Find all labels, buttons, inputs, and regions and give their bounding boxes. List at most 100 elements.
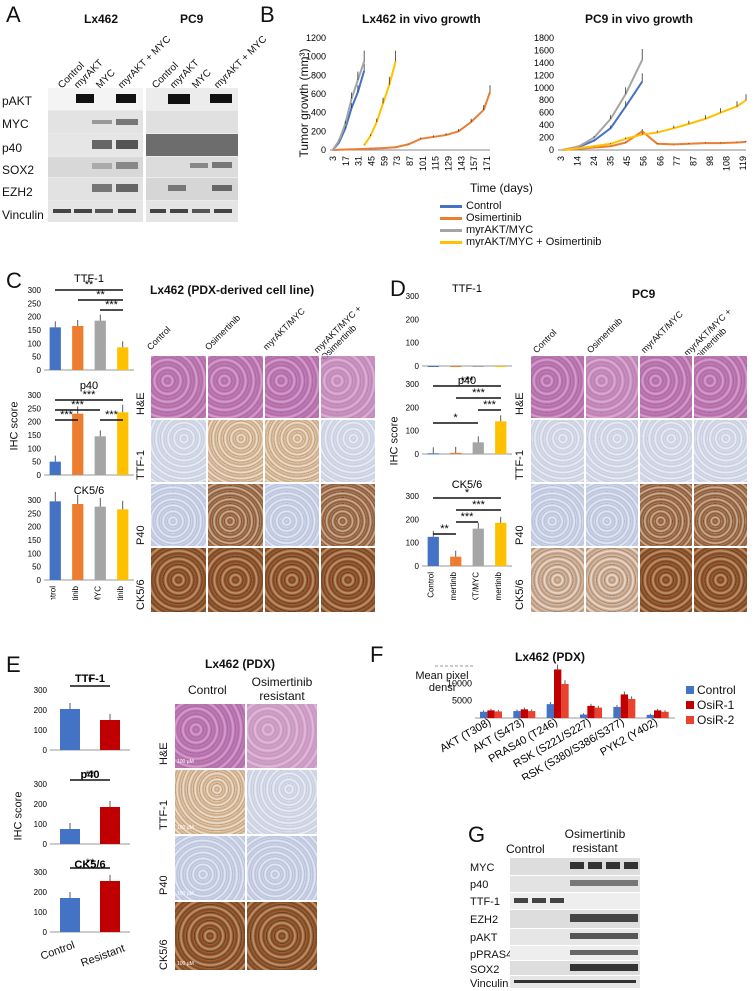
- bar: [472, 366, 484, 367]
- x-tick-label: 87: [405, 156, 415, 166]
- series-line: [363, 61, 397, 146]
- bar: [594, 707, 602, 718]
- ihc-image: [150, 355, 207, 419]
- y-tick-label: 300: [406, 380, 420, 389]
- bar: [94, 436, 106, 475]
- scale-bar-label: 100 µM: [177, 825, 194, 831]
- panel-e-ihc-grid: 100 µM 100 µM 100 µM 100 µM: [174, 703, 318, 971]
- y-tick-label: 400: [311, 108, 326, 118]
- panel-d-title: PC9: [632, 287, 656, 301]
- x-tick-label: 3: [328, 156, 338, 161]
- x-tick-label: 3: [556, 156, 566, 161]
- y-tick-label: 0: [37, 366, 42, 375]
- y-tick-label: 50: [32, 458, 41, 467]
- x-tick-label: 45: [622, 156, 632, 166]
- y-tick-label: 200: [34, 800, 48, 809]
- chart-d-ihc: TTF-1 0 100 200 300 p40 0 100 200 300 CK5/6 0 100 200…: [406, 283, 512, 600]
- x-tick-label: 108: [721, 156, 731, 171]
- row-label: P40: [158, 875, 170, 895]
- x-tick-label: 59: [379, 156, 389, 166]
- x-tick-label: 17: [341, 156, 351, 166]
- ihc-image: [639, 419, 693, 483]
- significance-label: **: [86, 857, 95, 869]
- protein-label: TTF-1: [470, 896, 500, 908]
- col-label: Osimertinib: [202, 312, 243, 352]
- x-tick-label: 35: [606, 156, 616, 166]
- protein-label: SOX2: [2, 163, 35, 177]
- chart-b-right-title: PC9 in vivo growth: [585, 12, 694, 26]
- protein-label: pAKT: [470, 932, 498, 944]
- significance-label: ***: [472, 499, 486, 511]
- row-label: H&E: [158, 742, 170, 765]
- y-tick-label: 0: [321, 145, 326, 155]
- y-tick-label: 1800: [534, 33, 554, 43]
- x-tick-label: 66: [655, 156, 665, 166]
- y-tick-label: 0: [37, 471, 42, 480]
- protein-label: pAKT: [2, 94, 33, 108]
- y-tick-label: 1200: [534, 70, 554, 80]
- bar: [661, 711, 669, 718]
- y-tick-label: 50: [32, 563, 41, 572]
- x-tick-label: 129: [444, 156, 454, 171]
- panel-f-title: Lx462 (PDX): [515, 650, 586, 664]
- row-label: P40: [514, 525, 526, 545]
- col-label: Control: [188, 683, 227, 697]
- y-tick-label: 400: [539, 120, 554, 130]
- x-tick-label: 157: [469, 156, 479, 171]
- ihc-image: [207, 547, 264, 613]
- western-blot-g: [510, 858, 640, 988]
- chart-title: CK5/6: [74, 485, 105, 497]
- series-line: [562, 59, 644, 151]
- ihc-image: [639, 355, 693, 419]
- panel-e-label: E: [6, 652, 21, 677]
- y-tick-label: 1000: [306, 52, 326, 62]
- legend-swatch: [440, 228, 462, 232]
- ihc-image: [264, 355, 320, 419]
- series-line: [332, 91, 491, 151]
- group-label: Osimertinib resistant: [564, 827, 626, 855]
- ihc-image: [693, 355, 748, 419]
- blot-lx462: [48, 88, 143, 222]
- bar: [450, 366, 462, 367]
- bar: [487, 710, 495, 718]
- ihc-image: [530, 419, 585, 483]
- col-label: myrAKT/MYC: [260, 306, 307, 352]
- ihc-image: [320, 547, 376, 613]
- legend-label: OsiR-1: [697, 697, 735, 712]
- legend-item: Control: [440, 200, 601, 212]
- bar: [450, 452, 462, 454]
- legend-swatch: [440, 216, 462, 220]
- bar-chart: TTF-1 0 100 200 300: [406, 283, 512, 371]
- chart-title: TTF-1: [74, 273, 104, 285]
- y-tick-label: 200: [28, 523, 42, 532]
- western-blot-a: [48, 88, 238, 222]
- y-tick-label: 1000: [534, 83, 554, 93]
- ihc-image: [320, 355, 376, 419]
- chart-b-legend: Control Osimertinib myrAKT/MYC myrAKT/MY…: [440, 200, 601, 248]
- y-tick-label: 200: [406, 515, 420, 524]
- bar: [72, 326, 84, 370]
- x-tick-label: 24: [589, 156, 599, 166]
- y-tick-label: 200: [34, 706, 48, 715]
- legend-label: OsiR-2: [697, 712, 735, 727]
- y-tick-label: 100: [406, 539, 420, 548]
- y-tick-label: 250: [28, 299, 42, 308]
- legend-swatch: [686, 685, 694, 694]
- col-label: Control: [144, 324, 173, 352]
- bar: [427, 366, 439, 367]
- bar: [495, 366, 507, 367]
- y-tick-label: 0: [43, 928, 48, 937]
- x-tick-label: myrAKT/MYC + Osimertinib: [494, 571, 503, 600]
- bar: [72, 504, 84, 580]
- y-tick-label: 200: [28, 313, 42, 322]
- ihc-image: [585, 547, 639, 613]
- col-label: Osimertinib: [584, 315, 625, 355]
- x-tick-label: 101: [418, 156, 428, 171]
- bar: [60, 829, 80, 844]
- legend-label: Control: [697, 682, 736, 697]
- bar: [580, 714, 588, 718]
- bar: [49, 461, 61, 475]
- chart-title: p40: [81, 769, 100, 781]
- y-tick-label: 300: [406, 292, 420, 301]
